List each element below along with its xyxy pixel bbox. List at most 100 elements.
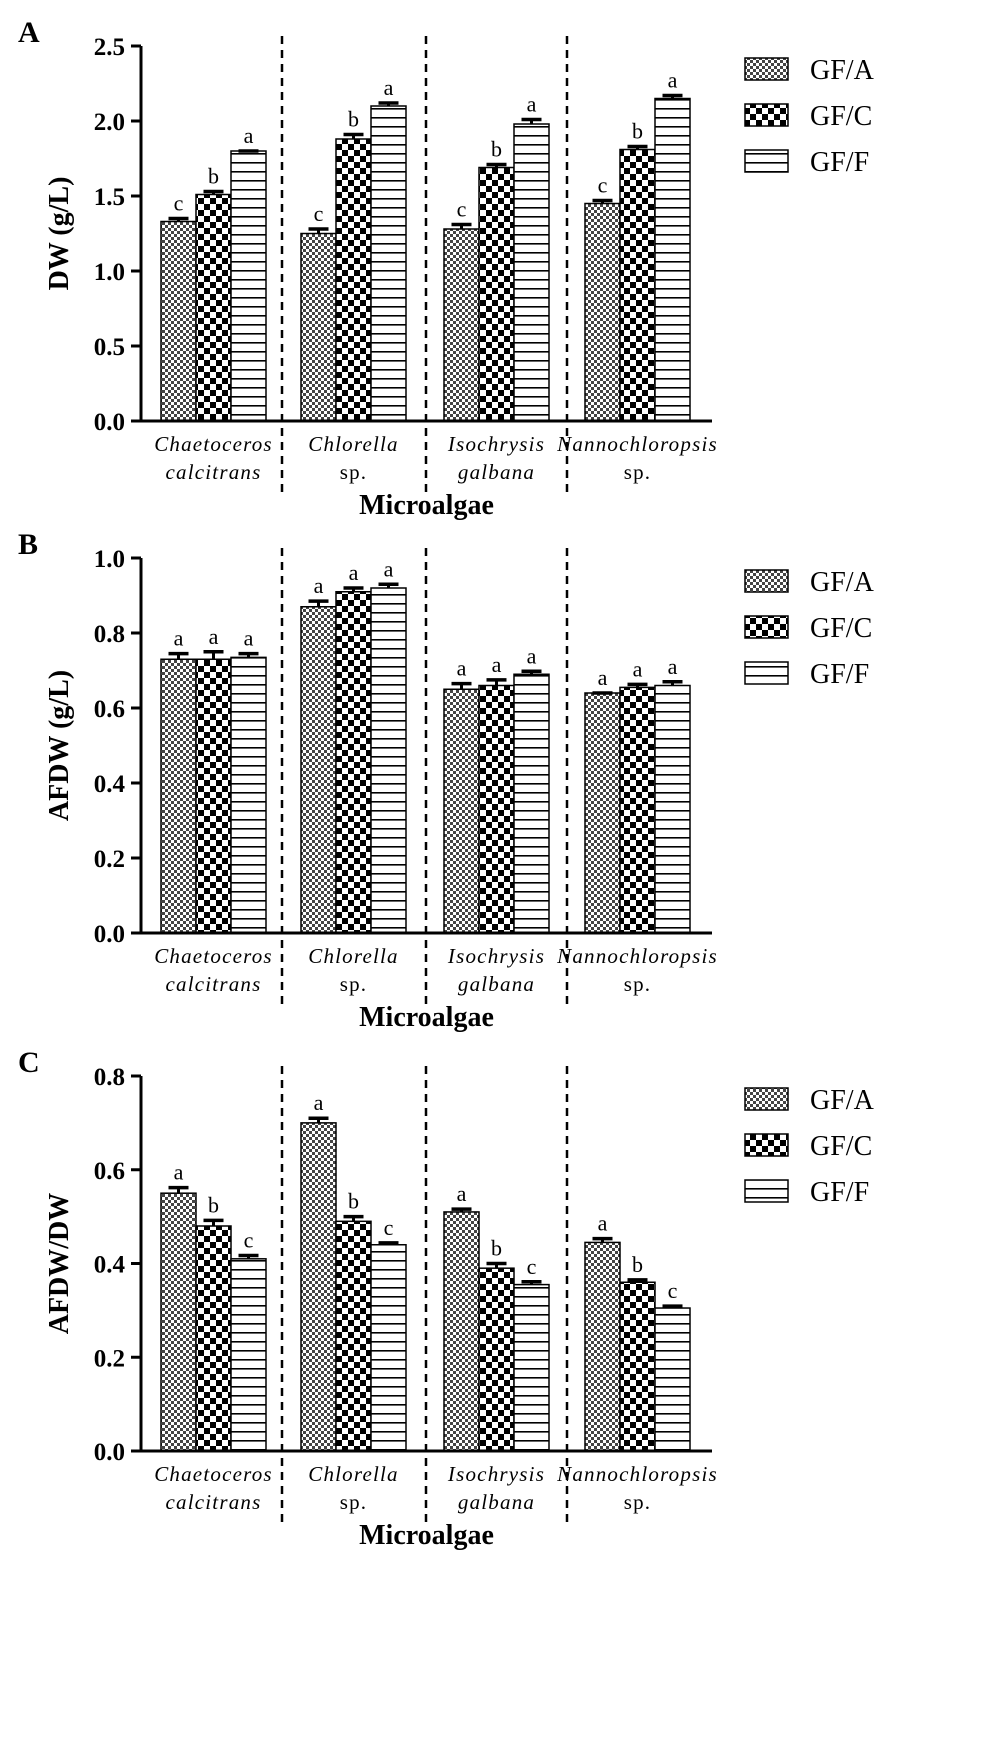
legend-swatch-gff <box>744 149 789 173</box>
bar-gff-0 <box>230 656 267 934</box>
bar-gfa-3 <box>584 692 621 934</box>
category-label-line1: Chaetoceros <box>154 944 273 968</box>
bar-gfc-2 <box>478 1267 515 1452</box>
significance-letter: a <box>244 123 254 148</box>
category-label-line1: Chlorella <box>308 1462 399 1486</box>
significance-letter: c <box>314 201 324 226</box>
category-label-line1: Isochrysis <box>447 1462 545 1486</box>
category-label-line1: Chaetoceros <box>154 432 273 456</box>
legend-label: GF/A <box>810 55 875 86</box>
legend-label: GF/C <box>810 101 872 132</box>
y-tick-label: 0.4 <box>94 771 126 798</box>
category-label-line1: Chlorella <box>308 432 399 456</box>
significance-letter: a <box>598 1211 608 1236</box>
bar-gff-2 <box>513 673 550 934</box>
y-tick-label: 0.2 <box>94 846 125 873</box>
bar-gff-1 <box>370 1244 407 1452</box>
y-axis-label: AFDW (g/L) <box>44 670 75 821</box>
bar-gfc-1 <box>335 591 372 934</box>
category-label-line2: sp. <box>624 1490 652 1514</box>
significance-letter: a <box>384 75 394 100</box>
category-label-line1: Chaetoceros <box>154 1462 273 1486</box>
significance-letter: b <box>208 1192 219 1217</box>
significance-letter: a <box>174 1160 184 1185</box>
bar-gff-3 <box>654 684 691 934</box>
x-axis-label: Microalgae <box>359 1002 494 1033</box>
bar-gfc-2 <box>478 684 515 934</box>
bar-gfc-3 <box>619 148 656 422</box>
significance-letter: b <box>348 1189 359 1214</box>
significance-letter: c <box>598 173 608 198</box>
bar-gfc-1 <box>335 1220 372 1452</box>
bar-gfc-1 <box>335 138 372 422</box>
y-tick-label: 0.8 <box>94 621 125 648</box>
y-tick-label: 0.8 <box>94 1064 125 1091</box>
y-tick-label: 0.4 <box>94 1252 126 1279</box>
category-label-line2: calcitrans <box>166 460 262 484</box>
legend-swatch-gfc <box>744 103 789 127</box>
bar-gff-1 <box>370 105 407 422</box>
bar-gfa-0 <box>160 1192 197 1452</box>
category-label-line2: sp. <box>340 1490 368 1514</box>
bar-gff-3 <box>654 97 691 422</box>
significance-letter: a <box>174 626 184 651</box>
bar-gfa-2 <box>443 1211 480 1452</box>
category-label-line1: Isochrysis <box>447 432 545 456</box>
y-tick-label: 0.2 <box>94 1345 125 1372</box>
significance-letter: a <box>244 626 254 651</box>
y-tick-label: 0.0 <box>94 409 125 436</box>
y-tick-label: 1.0 <box>94 259 125 286</box>
bar-gff-1 <box>370 587 407 934</box>
significance-letter: c <box>174 191 184 216</box>
legend-label: GF/A <box>810 567 875 598</box>
legend-swatch-gff <box>744 661 789 685</box>
bar-gfa-2 <box>443 688 480 934</box>
significance-letter: b <box>632 1252 643 1277</box>
category-label-line2: calcitrans <box>166 972 262 996</box>
y-axis-label: DW (g/L) <box>44 177 75 291</box>
significance-letter: c <box>668 1278 678 1303</box>
legend-swatch-gfa <box>744 569 789 593</box>
legend-swatch-gfc <box>744 615 789 639</box>
y-tick-label: 0.6 <box>94 696 125 723</box>
bar-gfa-3 <box>584 1241 621 1452</box>
y-tick-label: 1.5 <box>94 184 125 211</box>
legend-swatch-gfa <box>744 57 789 81</box>
significance-letter: b <box>491 137 502 162</box>
bar-gfc-0 <box>195 1225 232 1452</box>
bar-gfa-1 <box>300 606 337 934</box>
bar-gfc-3 <box>619 1281 656 1452</box>
panel-label: C <box>18 1046 40 1079</box>
bar-gfa-0 <box>160 658 197 934</box>
significance-letter: a <box>209 624 219 649</box>
legend-label: GF/A <box>810 1085 875 1116</box>
category-label-line1: Nannochloropsis <box>556 432 718 456</box>
y-tick-label: 0.5 <box>94 334 125 361</box>
category-label-line2: galbana <box>458 460 535 484</box>
significance-letter: c <box>527 1254 537 1279</box>
significance-letter: a <box>492 652 502 677</box>
significance-letter: c <box>384 1215 394 1240</box>
y-tick-label: 0.0 <box>94 1439 125 1466</box>
bar-gff-0 <box>230 150 267 422</box>
significance-letter: a <box>668 68 678 93</box>
category-label-line2: sp. <box>624 460 652 484</box>
significance-letter: a <box>314 573 324 598</box>
legend-label: GF/C <box>810 1131 872 1162</box>
legend-label: GF/F <box>810 659 869 690</box>
legend-swatch-gff <box>744 1179 789 1203</box>
significance-letter: a <box>314 1090 324 1115</box>
x-axis-label: Microalgae <box>359 1520 494 1551</box>
significance-letter: a <box>457 656 467 681</box>
y-tick-label: 2.5 <box>94 34 125 61</box>
legend-label: GF/F <box>810 1177 869 1208</box>
significance-letter: c <box>244 1228 254 1253</box>
category-label-line1: Nannochloropsis <box>556 1462 718 1486</box>
bar-gfa-1 <box>300 1122 337 1452</box>
bar-gff-0 <box>230 1258 267 1452</box>
category-label-line2: sp. <box>340 460 368 484</box>
significance-letter: a <box>349 560 359 585</box>
